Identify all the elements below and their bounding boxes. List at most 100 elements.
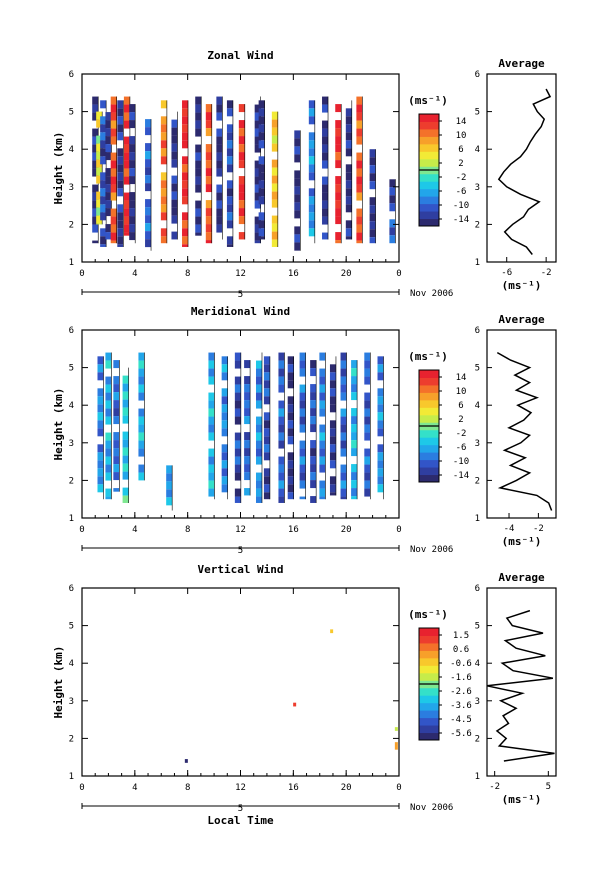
data-cell	[364, 448, 371, 457]
data-cell	[123, 112, 130, 121]
data-cell	[310, 368, 317, 377]
data-cell	[329, 380, 336, 389]
colorbar-swatch	[419, 121, 439, 130]
data-cell	[356, 152, 363, 161]
data-cell	[123, 120, 130, 129]
data-cell	[129, 144, 136, 153]
data-cell	[110, 216, 117, 225]
data-cell	[123, 200, 130, 209]
data-cell	[356, 96, 363, 105]
data-cell	[244, 400, 251, 409]
data-cell	[310, 360, 317, 369]
data-cell	[216, 96, 223, 105]
data-cell	[208, 424, 215, 433]
data-cell	[226, 188, 233, 197]
data-cell	[329, 396, 336, 405]
data-cell	[182, 220, 189, 229]
data-cell	[92, 200, 99, 209]
data-cell	[308, 196, 315, 205]
data-cell	[182, 236, 189, 245]
data-cell	[263, 452, 270, 461]
data-cell	[322, 96, 329, 105]
data-cell	[335, 104, 342, 113]
data-cell	[329, 452, 336, 461]
data-cell	[271, 215, 278, 224]
data-cell	[263, 428, 270, 437]
data-cell	[97, 356, 104, 365]
data-cell	[105, 128, 112, 137]
data-cell	[335, 176, 342, 185]
data-cell	[208, 368, 215, 377]
data-cell	[254, 224, 261, 233]
data-cell	[96, 199, 103, 208]
data-cell	[351, 360, 358, 369]
data-cell	[263, 492, 270, 500]
data-cell	[216, 216, 223, 225]
data-cell	[287, 468, 294, 477]
colorbar-swatch	[419, 642, 439, 651]
data-cell	[319, 496, 326, 500]
data-cell	[278, 496, 285, 503]
data-cell	[195, 224, 202, 233]
x-tick-label: 0	[396, 525, 401, 535]
data-cell	[96, 143, 103, 152]
data-cell	[97, 364, 104, 373]
data-cell	[117, 164, 124, 173]
colorbar-swatch	[419, 377, 439, 386]
data-cell	[92, 104, 99, 113]
data-cell	[254, 120, 261, 129]
data-cell	[254, 144, 261, 153]
colorbar-swatch	[419, 399, 439, 408]
data-cell	[145, 119, 152, 128]
data-cell	[356, 216, 363, 225]
colorbar-swatch	[419, 384, 439, 393]
panel-title: Vertical Wind	[197, 563, 283, 576]
colorbar-swatch	[419, 444, 439, 453]
data-cell	[182, 244, 189, 247]
data-cell	[182, 212, 189, 221]
data-cell	[356, 224, 363, 233]
data-cell	[92, 192, 99, 201]
data-cell	[100, 212, 107, 221]
data-cell	[166, 473, 173, 482]
data-cell	[105, 432, 112, 441]
data-cell	[345, 236, 352, 240]
data-cell	[287, 356, 294, 365]
data-cell	[195, 152, 202, 161]
data-cell	[340, 424, 347, 433]
data-cell	[97, 452, 104, 461]
data-cell	[254, 104, 261, 113]
data-cell	[160, 132, 167, 141]
data-cell	[244, 464, 251, 473]
average-y-tick-label: 6	[475, 584, 480, 594]
data-cell	[96, 159, 103, 168]
data-cell	[205, 160, 212, 169]
data-cell	[122, 383, 129, 392]
data-cell	[138, 440, 145, 449]
data-cell	[369, 237, 376, 244]
data-cell	[122, 415, 129, 424]
data-cell	[182, 124, 189, 133]
data-cell	[129, 176, 136, 185]
data-cell	[122, 471, 129, 480]
data-cell	[340, 472, 347, 481]
colorbar-swatch	[419, 429, 439, 438]
data-cell	[340, 376, 347, 385]
colorbar-swatch	[419, 414, 439, 423]
data-cell	[345, 196, 352, 205]
data-cell	[92, 128, 99, 137]
data-cell	[271, 183, 278, 192]
data-cell	[330, 629, 334, 634]
data-cell	[96, 215, 103, 224]
data-cell	[389, 219, 396, 228]
data-cell	[208, 352, 215, 361]
data-cell	[351, 496, 358, 500]
colorbar-swatch	[419, 672, 439, 681]
data-cell	[216, 224, 223, 233]
data-cell	[319, 376, 326, 385]
data-cell	[356, 136, 363, 145]
data-cell	[129, 136, 136, 145]
data-cell	[322, 184, 329, 193]
data-cell	[340, 480, 347, 489]
average-x-tick-label: -6	[501, 268, 512, 278]
